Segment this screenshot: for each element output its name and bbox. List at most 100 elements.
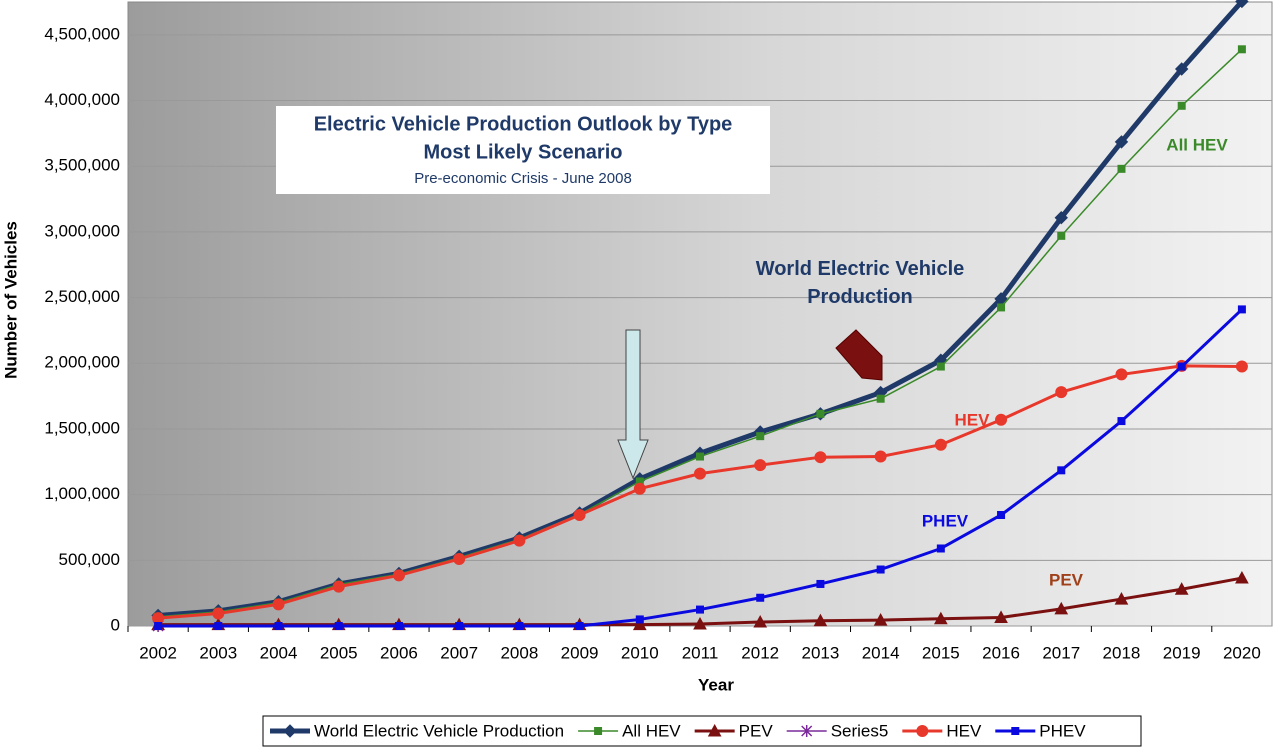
legend-label: Series5 bbox=[831, 721, 889, 740]
x-tick-label: 2015 bbox=[922, 643, 960, 662]
legend-label: PHEV bbox=[1039, 721, 1086, 740]
marker bbox=[274, 622, 283, 630]
marker bbox=[455, 622, 464, 630]
marker bbox=[813, 613, 828, 627]
marker bbox=[332, 580, 345, 593]
annotation: World Electric Vehicle Production bbox=[756, 258, 965, 308]
marker bbox=[1117, 164, 1126, 173]
marker bbox=[694, 467, 706, 480]
marker bbox=[1011, 727, 1020, 735]
marker bbox=[876, 565, 885, 574]
marker bbox=[632, 617, 647, 631]
marker bbox=[934, 438, 947, 451]
marker bbox=[1177, 101, 1186, 110]
marker bbox=[1057, 466, 1066, 475]
chart-subtitle: Most Likely Scenario bbox=[424, 141, 623, 163]
x-tick-label: 2007 bbox=[440, 643, 478, 662]
marker bbox=[696, 605, 704, 614]
y-tick-label: 3,500,000 bbox=[44, 156, 120, 175]
marker bbox=[1235, 360, 1248, 373]
marker bbox=[154, 622, 163, 630]
marker bbox=[753, 615, 768, 628]
marker bbox=[707, 723, 722, 737]
marker bbox=[997, 303, 1006, 312]
x-tick-label: 2018 bbox=[1103, 643, 1141, 662]
marker bbox=[1235, 0, 1249, 9]
x-tick-label: 2017 bbox=[1042, 643, 1080, 662]
x-tick-label: 2006 bbox=[380, 643, 418, 662]
marker bbox=[994, 610, 1008, 623]
y-tick-label: 2,000,000 bbox=[44, 353, 120, 372]
legend-label: HEV bbox=[946, 721, 982, 740]
chart-title: Electric Vehicle Production Outlook by T… bbox=[314, 113, 733, 135]
marker bbox=[594, 727, 603, 735]
y-tick-label: 4,500,000 bbox=[44, 24, 120, 43]
y-tick-label: 0 bbox=[111, 615, 120, 634]
marker bbox=[575, 622, 584, 630]
marker bbox=[1055, 386, 1068, 399]
marker bbox=[756, 432, 765, 441]
x-tick-label: 2003 bbox=[199, 643, 237, 662]
marker bbox=[635, 615, 644, 624]
y-tick-label: 1,500,000 bbox=[44, 418, 120, 437]
marker bbox=[995, 413, 1008, 426]
marker bbox=[453, 553, 466, 566]
x-tick-label: 2009 bbox=[561, 643, 599, 662]
y-axis-label: Number of Vehicles bbox=[1, 221, 20, 379]
marker bbox=[933, 611, 948, 625]
marker bbox=[394, 622, 403, 630]
x-tick-label: 2016 bbox=[982, 643, 1020, 662]
marker bbox=[334, 622, 343, 630]
marker bbox=[573, 508, 586, 521]
arrow bbox=[835, 329, 883, 381]
marker bbox=[1235, 571, 1249, 584]
marker bbox=[1054, 601, 1069, 615]
marker bbox=[1237, 305, 1246, 314]
marker bbox=[214, 622, 223, 630]
marker bbox=[1174, 62, 1189, 76]
x-tick-label: 2010 bbox=[621, 643, 659, 662]
marker bbox=[1174, 582, 1189, 595]
y-tick-label: 500,000 bbox=[59, 550, 120, 569]
x-tick-label: 2008 bbox=[500, 643, 538, 662]
x-tick-label: 2012 bbox=[741, 643, 779, 662]
series bbox=[154, 305, 1246, 630]
marker bbox=[212, 607, 225, 620]
marker bbox=[1115, 368, 1128, 381]
marker bbox=[1057, 231, 1066, 240]
annotation: HEV bbox=[955, 410, 991, 429]
marker bbox=[696, 452, 704, 461]
marker bbox=[997, 510, 1006, 519]
marker bbox=[816, 409, 825, 418]
annotation: PEV bbox=[1049, 570, 1084, 589]
marker bbox=[1114, 135, 1129, 149]
marker bbox=[876, 394, 885, 403]
marker bbox=[916, 725, 929, 737]
marker bbox=[1054, 210, 1068, 225]
marker bbox=[816, 579, 825, 588]
marker bbox=[1117, 417, 1126, 426]
x-tick-label: 2019 bbox=[1163, 643, 1201, 662]
marker bbox=[936, 544, 945, 553]
y-tick-label: 4,000,000 bbox=[44, 90, 120, 109]
x-tick-label: 2011 bbox=[682, 643, 719, 662]
x-tick-label: 2020 bbox=[1223, 643, 1261, 662]
marker bbox=[392, 569, 405, 582]
series bbox=[152, 359, 1248, 625]
marker bbox=[814, 451, 827, 464]
arrow bbox=[617, 329, 649, 480]
marker bbox=[1114, 592, 1129, 605]
x-tick-label: 2004 bbox=[260, 643, 298, 662]
marker bbox=[754, 459, 767, 472]
annotation: All HEV bbox=[1166, 135, 1228, 154]
annotation: PHEV bbox=[922, 511, 969, 530]
x-tick-label: 2005 bbox=[320, 643, 358, 662]
legend-label: PEV bbox=[739, 721, 774, 740]
x-tick-label: 2002 bbox=[139, 643, 177, 662]
marker bbox=[693, 616, 707, 630]
marker bbox=[873, 613, 888, 626]
marker bbox=[801, 725, 813, 737]
marker bbox=[633, 482, 646, 495]
marker bbox=[152, 612, 165, 625]
